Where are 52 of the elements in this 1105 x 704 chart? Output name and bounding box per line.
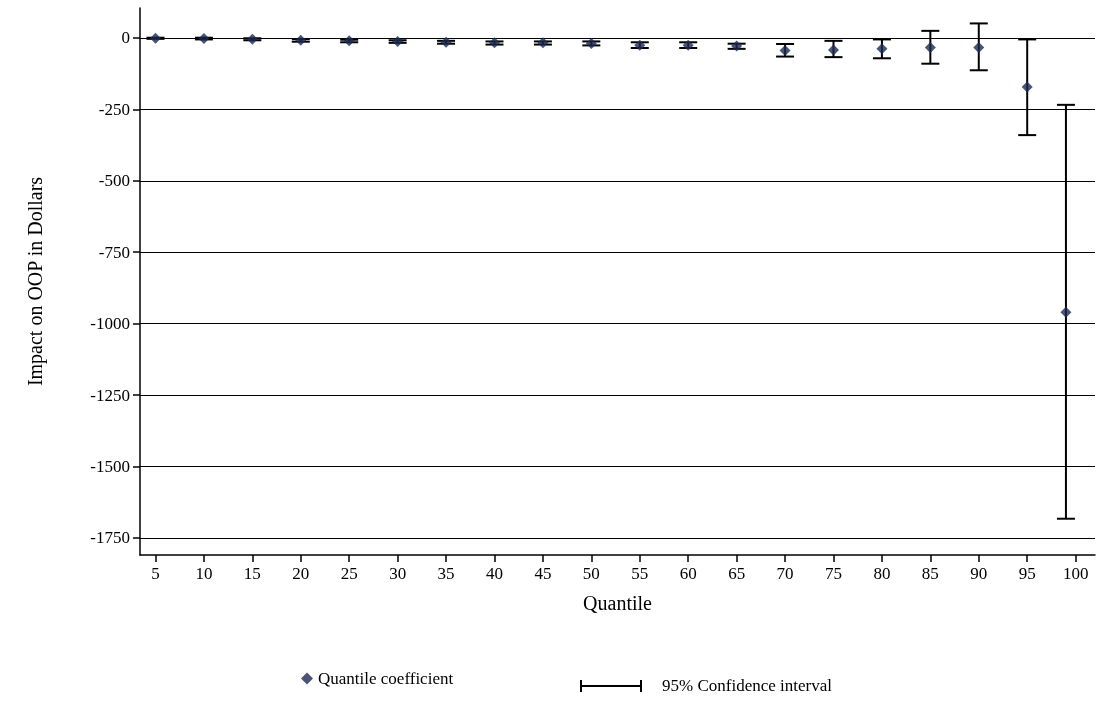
point <box>488 37 500 49</box>
y-tick-label: -1250 <box>90 385 130 405</box>
point <box>827 44 839 56</box>
y-tick-label: -1750 <box>90 528 130 548</box>
x-tick-label: 55 <box>631 564 649 583</box>
point <box>585 37 597 49</box>
x-tick-label: 15 <box>243 564 261 583</box>
y-axis-title: Impact on OOP in Dollars <box>24 176 47 387</box>
y-tick-label: 0 <box>121 28 130 48</box>
legend-label: Quantile coefficient <box>318 669 454 688</box>
x-tick-label: 30 <box>389 564 407 583</box>
point <box>440 36 452 48</box>
x-tick-label: 40 <box>485 564 503 583</box>
point <box>973 41 985 53</box>
point <box>779 45 791 57</box>
point <box>198 33 210 45</box>
point <box>295 34 307 46</box>
y-tick-label: -500 <box>98 171 130 191</box>
point <box>150 32 161 44</box>
y-tick-label: -250 <box>98 99 130 119</box>
x-tick-label: 80 <box>873 564 891 583</box>
x-tick-label: 65 <box>728 564 746 583</box>
x-tick-label: 50 <box>582 564 600 583</box>
x-tick-label: 20 <box>292 564 310 583</box>
point <box>634 39 646 51</box>
x-tick-label: 75 <box>824 564 842 583</box>
x-axis-title: Quantile <box>583 592 653 614</box>
y-tick-label: -1000 <box>90 314 130 334</box>
point <box>246 33 258 45</box>
y-tick-label: -1500 <box>90 456 130 476</box>
point <box>731 40 743 52</box>
point <box>682 39 694 51</box>
x-tick-label: 95 <box>1018 564 1036 583</box>
x-tick-label: 25 <box>340 564 358 583</box>
x-tick-label: 5 <box>151 564 160 583</box>
point <box>1060 306 1072 318</box>
x-tick-label: 45 <box>534 564 552 583</box>
x-tick-label: 10 <box>195 564 213 583</box>
text: 95% Confidence interval <box>662 676 832 696</box>
point <box>1021 81 1033 93</box>
x-tick-label: 60 <box>679 564 697 583</box>
point <box>876 43 888 55</box>
point <box>924 41 936 53</box>
point <box>392 35 404 47</box>
y-tick-label: -750 <box>98 242 130 262</box>
x-tick-label: 70 <box>776 564 794 583</box>
x-tick-label: 85 <box>921 564 939 583</box>
x-tick-label: 100 <box>1062 564 1089 583</box>
x-tick-label: 90 <box>970 564 988 583</box>
point <box>537 37 549 49</box>
x-tick-label: 35 <box>437 564 455 583</box>
point <box>343 35 355 47</box>
